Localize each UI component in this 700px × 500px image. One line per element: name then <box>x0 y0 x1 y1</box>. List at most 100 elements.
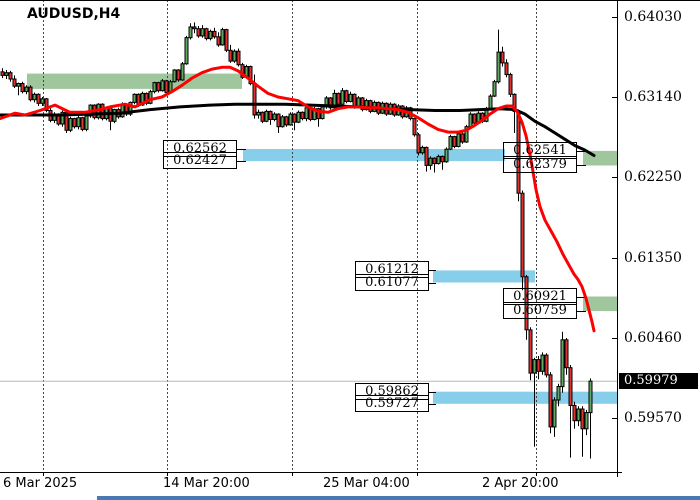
bull-candle <box>560 339 565 388</box>
zone-price-label[interactable]: 0.60759 <box>503 302 577 319</box>
bear-candle <box>224 29 229 51</box>
price-axis-label: 0.62250 <box>624 169 682 185</box>
bottom-strip <box>97 496 700 500</box>
bull-candle <box>40 98 45 104</box>
bull-candle <box>348 93 353 103</box>
bear-candle <box>284 116 289 126</box>
bear-candle <box>500 51 505 64</box>
price-axis-label: 0.61350 <box>624 250 682 266</box>
bull-candle <box>200 28 205 37</box>
bull-candle <box>24 86 29 93</box>
bear-candle <box>368 100 373 112</box>
bear-candle <box>512 93 517 112</box>
bull-candle <box>152 82 157 93</box>
time-axis-label: 25 Mar 04:00 <box>323 476 410 491</box>
bear-candle <box>328 97 333 109</box>
bear-candle <box>580 408 585 430</box>
bear-candle <box>212 30 217 38</box>
bull-candle <box>132 93 137 103</box>
demand-zone-band[interactable] <box>243 149 505 162</box>
supply-zone-band[interactable] <box>583 296 618 312</box>
bear-candle <box>544 354 549 376</box>
bull-candle <box>32 93 37 101</box>
bear-candle <box>36 93 41 104</box>
bear-candle <box>424 146 429 166</box>
bull-candle <box>208 30 213 40</box>
zone-price-label[interactable]: 0.59727 <box>355 395 429 412</box>
time-axis-label: 2 Apr 20:00 <box>482 476 559 491</box>
demand-zone-band[interactable] <box>433 270 535 283</box>
bull-candle <box>340 90 345 105</box>
bull-candle <box>264 110 269 122</box>
bear-candle <box>352 93 357 108</box>
bull-candle <box>4 72 9 76</box>
bear-candle <box>44 98 49 112</box>
bear-candle <box>536 359 541 372</box>
bear-candle <box>572 404 577 422</box>
bull-candle <box>232 50 237 62</box>
zone-price-label[interactable]: 0.61212 <box>355 261 429 278</box>
bull-candle <box>272 113 277 120</box>
bear-candle <box>568 367 573 407</box>
bull-candle <box>464 126 469 143</box>
bull-candle <box>60 111 65 125</box>
bear-candle <box>292 113 297 123</box>
bear-candle <box>528 329 533 374</box>
bear-candle <box>64 111 69 131</box>
bull-candle <box>488 95 493 110</box>
supply-zone-band[interactable] <box>27 73 242 89</box>
bear-candle <box>416 134 421 154</box>
bull-candle <box>332 92 337 109</box>
bull-candle <box>456 133 461 147</box>
zone-price-label[interactable]: 0.62379 <box>503 156 577 173</box>
bull-candle <box>288 113 293 126</box>
zone-price-label[interactable]: 0.62427 <box>163 152 237 169</box>
bull-candle <box>304 107 309 120</box>
bull-candle <box>552 399 557 428</box>
bull-candle <box>492 81 497 97</box>
bear-candle <box>164 80 169 94</box>
bull-candle <box>112 109 117 122</box>
bear-candle <box>508 74 513 95</box>
bear-candle <box>440 155 445 163</box>
bull-candle <box>296 111 301 123</box>
bear-candle <box>268 110 273 121</box>
current-price-badge: 0.59979 <box>619 373 698 389</box>
bull-candle <box>428 157 433 166</box>
bear-candle <box>460 133 465 143</box>
bull-candle <box>76 117 81 128</box>
bear-candle <box>300 111 305 120</box>
bull-candle <box>448 136 453 150</box>
bull-candle <box>16 83 21 87</box>
price-axis-label: 0.64030 <box>624 9 682 25</box>
bear-candle <box>176 69 181 81</box>
bear-candle <box>316 108 321 120</box>
symbol-title: AUDUSD,H4 <box>27 6 121 22</box>
bear-candle <box>0 71 5 76</box>
zone-price-label[interactable]: 0.62541 <box>503 142 577 159</box>
bull-candle <box>556 386 561 401</box>
bull-candle <box>576 408 581 422</box>
bear-candle <box>228 49 233 62</box>
bear-candle <box>80 117 85 130</box>
ma-fast-red-line <box>0 65 596 333</box>
bull-candle <box>184 37 189 65</box>
bear-candle <box>12 78 17 87</box>
bull-candle <box>468 113 473 128</box>
bull-candle <box>364 100 369 111</box>
bear-candle <box>240 64 245 78</box>
time-axis-label: 6 Mar 2025 <box>3 476 78 491</box>
zone-price-label[interactable]: 0.61077 <box>355 274 429 291</box>
bull-candle <box>84 115 89 130</box>
bull-candle <box>128 101 133 115</box>
bull-candle <box>420 146 425 154</box>
zone-price-label[interactable]: 0.60921 <box>503 288 577 305</box>
bear-candle <box>524 276 529 331</box>
price-axis-label: 0.59570 <box>624 410 682 426</box>
bear-candle <box>192 26 197 30</box>
bear-candle <box>144 92 149 104</box>
bear-candle <box>216 36 221 46</box>
bear-candle <box>8 72 13 80</box>
